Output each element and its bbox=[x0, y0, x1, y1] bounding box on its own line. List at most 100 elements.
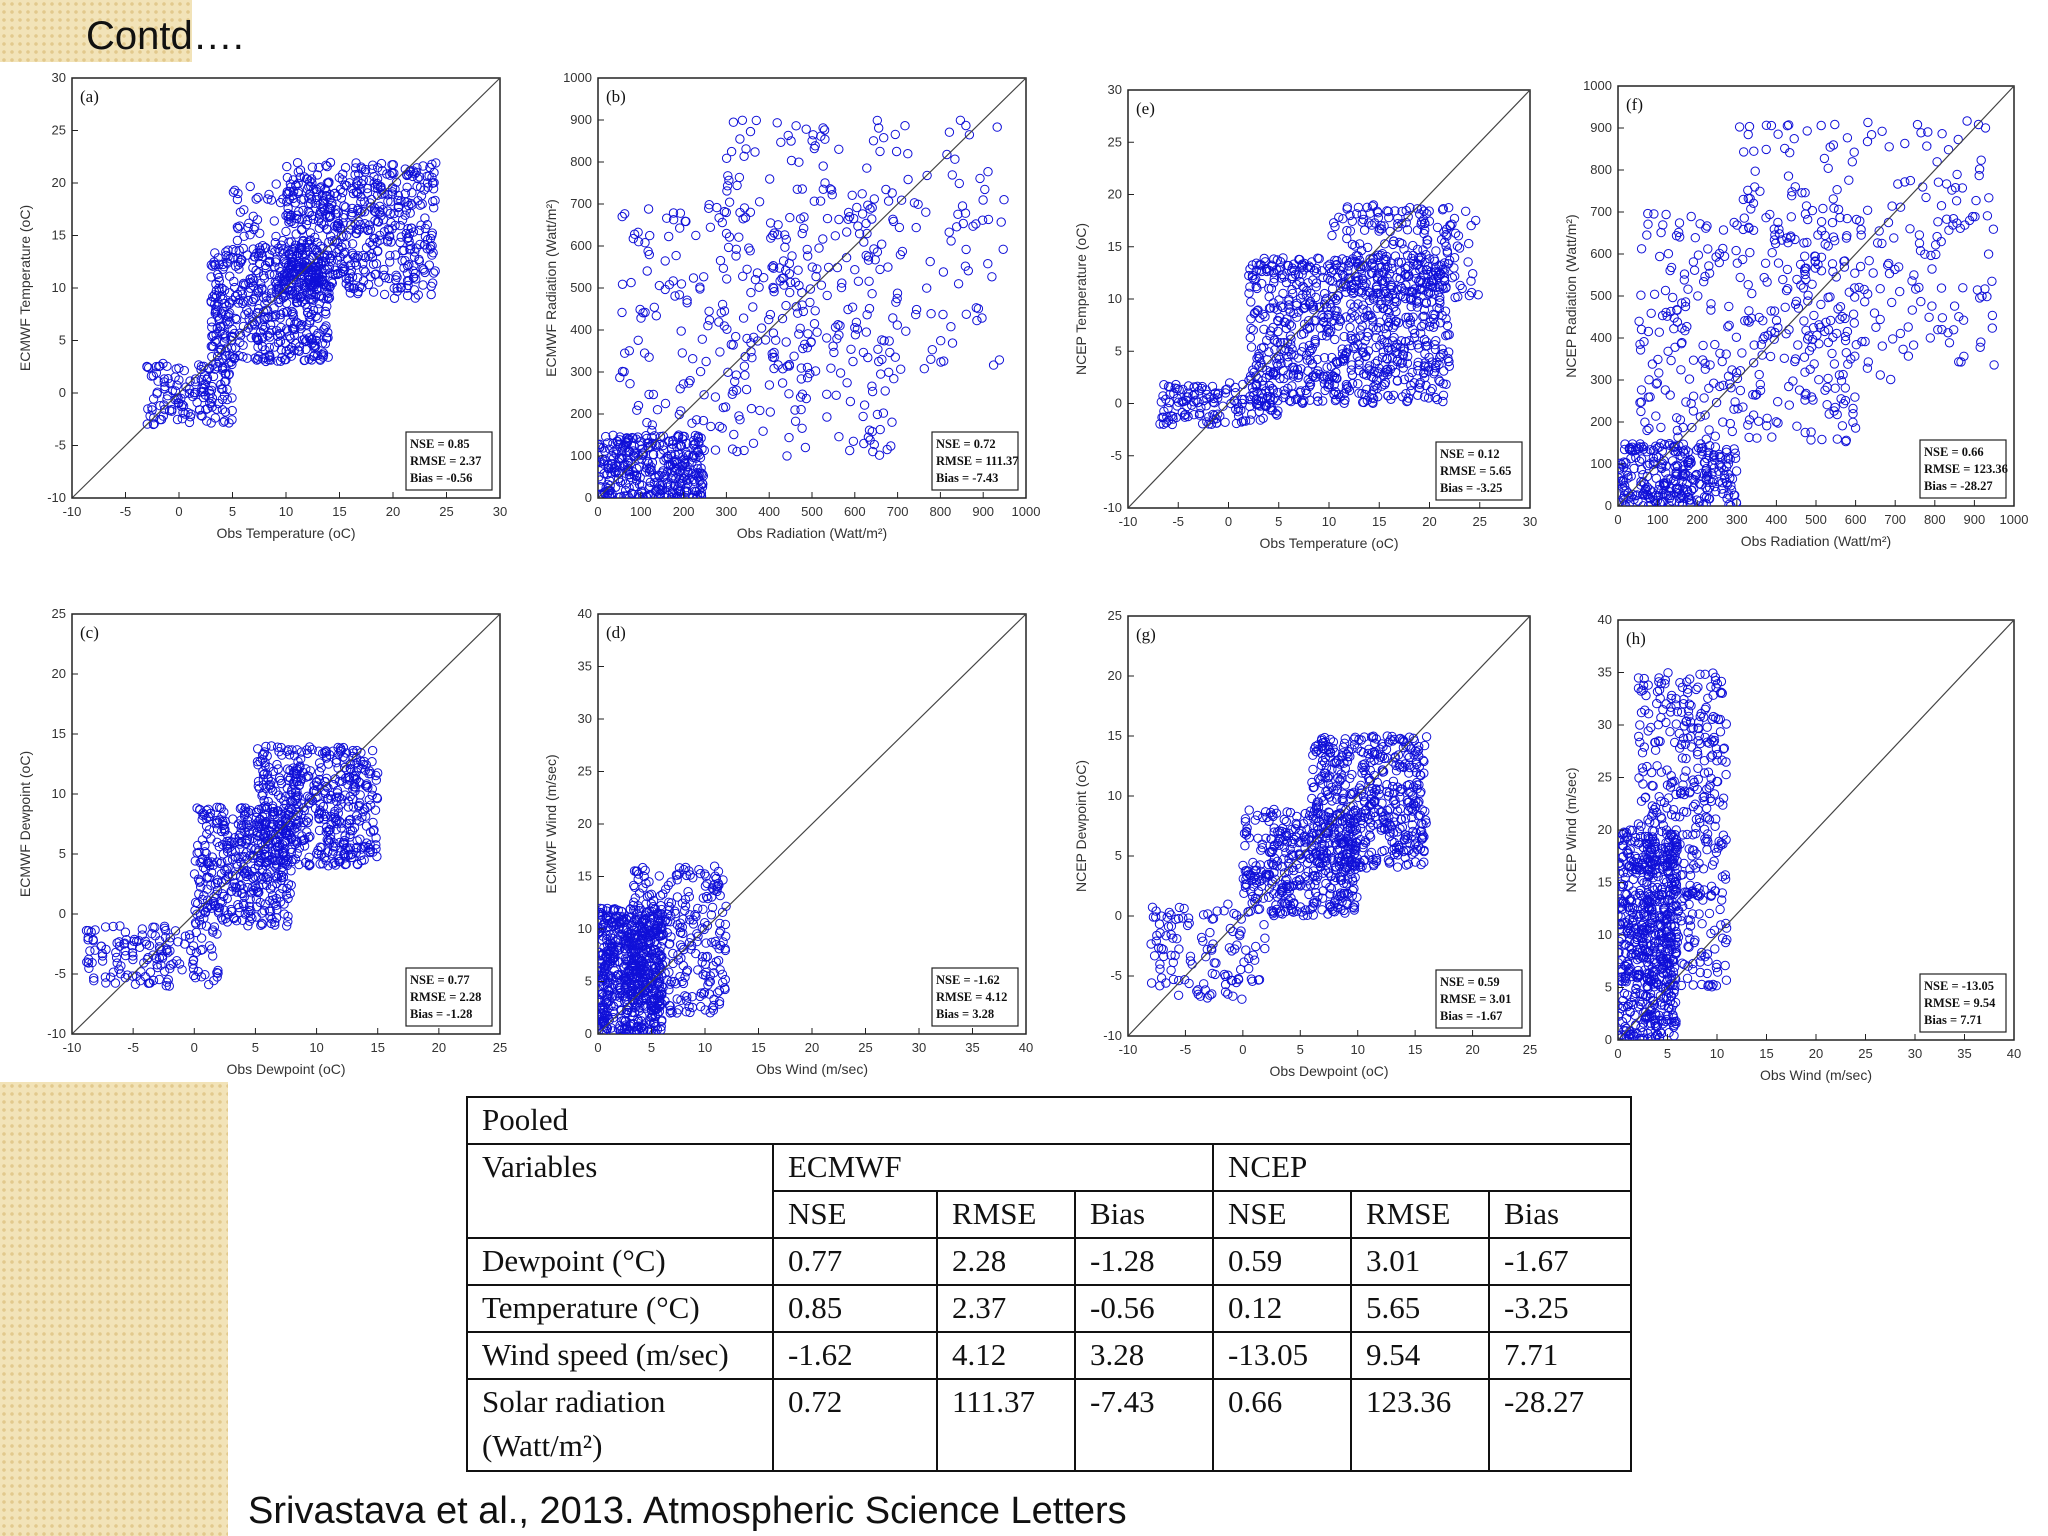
data-point bbox=[284, 750, 295, 760]
data-point bbox=[738, 214, 748, 224]
data-point bbox=[270, 238, 280, 248]
data-point bbox=[323, 327, 333, 338]
data-point bbox=[216, 345, 226, 355]
data-point bbox=[358, 250, 368, 261]
data-point bbox=[1341, 349, 1351, 359]
data-point bbox=[796, 374, 806, 384]
data-point bbox=[260, 838, 271, 849]
data-point bbox=[874, 450, 885, 460]
data-point bbox=[84, 963, 94, 973]
data-point bbox=[154, 974, 165, 985]
data-point bbox=[266, 741, 277, 751]
data-point bbox=[927, 345, 937, 355]
data-point bbox=[222, 847, 233, 857]
data-point bbox=[661, 957, 671, 967]
data-point bbox=[946, 236, 956, 246]
data-point bbox=[413, 173, 423, 184]
data-point bbox=[1238, 416, 1249, 426]
data-point bbox=[688, 919, 699, 929]
data-point bbox=[263, 194, 273, 204]
data-point bbox=[617, 307, 627, 318]
data-point bbox=[256, 804, 267, 814]
panel-label: (c) bbox=[80, 623, 99, 642]
data-point bbox=[662, 213, 672, 223]
data-point bbox=[271, 231, 281, 242]
data-point bbox=[196, 410, 206, 421]
data-point bbox=[385, 257, 395, 267]
data-point bbox=[258, 789, 268, 799]
data-point bbox=[315, 859, 325, 869]
y-tick-label: 20 bbox=[52, 666, 66, 681]
data-point bbox=[196, 972, 207, 982]
data-point bbox=[772, 118, 782, 128]
x-tick-label: 35 bbox=[965, 1040, 979, 1055]
data-point bbox=[944, 227, 954, 237]
data-point bbox=[649, 302, 659, 312]
data-point bbox=[1414, 383, 1425, 393]
data-point bbox=[291, 213, 302, 224]
data-point bbox=[290, 854, 301, 864]
data-point bbox=[983, 259, 993, 269]
data-point bbox=[408, 171, 418, 182]
data-point bbox=[283, 893, 293, 904]
data-point bbox=[758, 426, 768, 436]
data-point bbox=[739, 361, 750, 371]
data-point bbox=[351, 767, 362, 777]
data-point bbox=[304, 852, 314, 862]
data-point bbox=[1247, 409, 1257, 419]
data-point bbox=[321, 160, 331, 171]
data-point bbox=[269, 216, 279, 226]
data-point bbox=[853, 221, 863, 231]
data-point bbox=[1364, 269, 1374, 279]
data-point bbox=[221, 875, 231, 885]
data-point bbox=[636, 957, 646, 967]
data-point bbox=[254, 783, 265, 793]
data-point bbox=[635, 304, 645, 315]
data-point bbox=[687, 992, 697, 1002]
data-point bbox=[781, 234, 791, 245]
data-point bbox=[365, 224, 376, 235]
data-point bbox=[697, 334, 707, 344]
data-point bbox=[299, 355, 309, 366]
data-point bbox=[663, 490, 674, 498]
data-point bbox=[1292, 312, 1302, 322]
data-point bbox=[214, 815, 225, 825]
data-point bbox=[622, 433, 632, 443]
data-point bbox=[735, 415, 745, 425]
data-point bbox=[313, 256, 324, 267]
data-point bbox=[610, 937, 621, 947]
data-point bbox=[221, 350, 231, 361]
data-point bbox=[1210, 388, 1221, 398]
data-point bbox=[161, 981, 172, 991]
y-tick-label: 15 bbox=[578, 869, 592, 884]
data-point bbox=[247, 866, 257, 877]
data-point bbox=[739, 445, 749, 456]
data-point bbox=[1259, 324, 1269, 334]
data-point bbox=[1174, 385, 1184, 395]
data-point bbox=[685, 870, 695, 880]
data-point bbox=[714, 986, 725, 996]
data-point bbox=[864, 303, 875, 314]
data-point bbox=[148, 922, 158, 932]
data-point bbox=[889, 374, 899, 384]
data-point bbox=[795, 323, 805, 333]
data-point bbox=[616, 1006, 626, 1016]
data-point bbox=[1213, 388, 1224, 398]
data-point bbox=[322, 301, 332, 312]
data-point bbox=[170, 926, 181, 936]
data-point bbox=[245, 230, 255, 240]
data-point bbox=[646, 899, 657, 909]
data-point bbox=[218, 417, 229, 427]
data-point bbox=[286, 237, 296, 247]
data-point bbox=[227, 906, 237, 917]
data-point bbox=[783, 130, 793, 141]
data-point bbox=[1318, 371, 1328, 381]
data-point bbox=[384, 225, 394, 235]
data-point bbox=[294, 206, 304, 217]
data-point bbox=[334, 173, 344, 183]
data-point bbox=[691, 230, 701, 241]
data-point bbox=[1413, 390, 1423, 400]
data-point bbox=[144, 363, 154, 373]
data-point bbox=[152, 389, 162, 399]
data-point bbox=[809, 319, 820, 329]
